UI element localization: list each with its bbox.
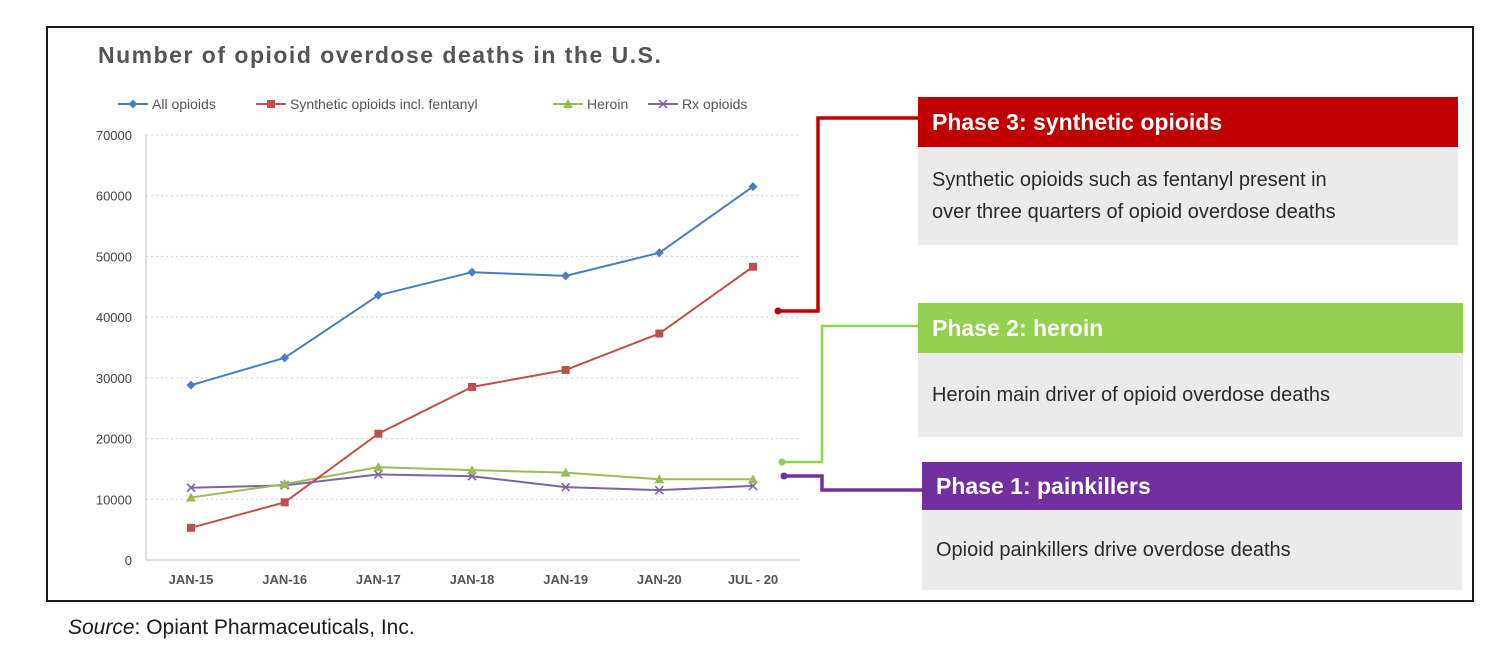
legend-item: Synthetic opioids incl. fentanyl bbox=[256, 96, 478, 112]
chart-series bbox=[186, 182, 758, 532]
series-line bbox=[190, 185, 754, 387]
data-point bbox=[467, 465, 477, 475]
legend-label: All opioids bbox=[152, 96, 216, 112]
legend-label: Rx opioids bbox=[682, 96, 747, 112]
x-tick-label: JAN-17 bbox=[356, 572, 401, 587]
phase-3-title: Phase 3: synthetic opioids bbox=[918, 97, 1458, 147]
series-synthetic-opioids-incl-fentanyl bbox=[187, 262, 757, 532]
data-point bbox=[373, 469, 383, 479]
data-point bbox=[373, 290, 383, 300]
legend-item: Heroin bbox=[553, 96, 628, 112]
x-axis-ticks: JAN-15 JAN-16 JAN-17 JAN-18 JAN-19 JAN-20 JUL … bbox=[169, 572, 779, 587]
phase-1-box: Phase 1: painkillers Opioid painkillers … bbox=[922, 462, 1462, 590]
phase-2-description-line-1: Heroin main driver of opioid overdose de… bbox=[932, 384, 1330, 406]
data-point bbox=[654, 248, 664, 258]
x-tick-label: JAN-16 bbox=[262, 572, 307, 587]
phase-1-description: Opioid painkillers drive overdose deaths bbox=[922, 510, 1462, 590]
y-tick-label: 10000 bbox=[96, 492, 132, 507]
x-tick-label: JUL - 20 bbox=[728, 572, 778, 587]
y-tick-label: 70000 bbox=[96, 128, 132, 143]
legend-item: All opioids bbox=[118, 96, 216, 112]
data-point bbox=[280, 498, 289, 507]
data-point bbox=[658, 99, 668, 109]
chart-gridlines bbox=[146, 134, 800, 500]
data-point bbox=[561, 271, 571, 281]
y-tick-label: 50000 bbox=[96, 249, 132, 264]
data-point bbox=[654, 474, 665, 484]
data-point bbox=[128, 99, 138, 109]
series-heroin bbox=[186, 462, 758, 502]
data-point bbox=[748, 474, 758, 484]
data-point bbox=[373, 462, 384, 472]
phase-1-title: Phase 1: painkillers bbox=[922, 462, 1462, 510]
data-point bbox=[186, 483, 196, 493]
chart-title: Number of opioid overdose deaths in the … bbox=[98, 42, 662, 68]
data-point bbox=[187, 523, 195, 532]
phase-2-box: Phase 2: heroin Heroin main driver of op… bbox=[918, 303, 1463, 437]
data-point bbox=[654, 485, 664, 495]
phase-2-description: Heroin main driver of opioid overdose de… bbox=[918, 353, 1463, 437]
legend-label: Synthetic opioids incl. fentanyl bbox=[290, 96, 478, 112]
phase-2-title: Phase 2: heroin bbox=[918, 303, 1463, 353]
phase-3-description-line-1: Synthetic opioids such as fentanyl prese… bbox=[932, 169, 1327, 191]
data-point bbox=[561, 482, 571, 492]
phase-connector bbox=[778, 324, 918, 466]
data-point bbox=[655, 329, 664, 338]
y-tick-label: 20000 bbox=[96, 432, 132, 447]
data-point bbox=[374, 429, 383, 438]
data-point bbox=[279, 479, 290, 489]
data-point bbox=[748, 182, 758, 192]
phase-connectors bbox=[774, 116, 922, 492]
chart-legend: All opioids Synthetic opioids incl. fenta… bbox=[118, 96, 747, 112]
legend-item: Rx opioids bbox=[648, 96, 747, 112]
data-point bbox=[748, 481, 758, 491]
y-tick-label: 30000 bbox=[96, 371, 132, 386]
chart-axes bbox=[145, 135, 800, 561]
phase-3-description-line-2: over three quarters of opioid overdose d… bbox=[932, 201, 1336, 223]
data-point bbox=[280, 353, 290, 363]
y-axis-ticks: 0 10000 20000 30000 40000 50000 60000 70000 bbox=[96, 128, 132, 568]
phase-3-description: Synthetic opioids such as fentanyl prese… bbox=[918, 147, 1458, 245]
data-point bbox=[560, 467, 571, 477]
data-point bbox=[561, 365, 570, 374]
data-point bbox=[267, 100, 275, 108]
phase-1-description-line-1: Opioid painkillers drive overdose deaths bbox=[936, 539, 1291, 561]
data-point bbox=[563, 99, 573, 108]
data-point bbox=[467, 267, 477, 277]
series-line bbox=[190, 265, 754, 529]
y-tick-label: 40000 bbox=[96, 310, 132, 325]
phase-connector bbox=[780, 472, 922, 492]
legend-label: Heroin bbox=[587, 96, 628, 112]
x-tick-label: JAN-20 bbox=[637, 572, 682, 587]
data-point bbox=[749, 262, 757, 271]
data-point bbox=[468, 382, 476, 391]
source-text: : Opiant Pharmaceuticals, Inc. bbox=[134, 616, 415, 639]
series-all-opioids bbox=[186, 182, 758, 390]
x-tick-label: JAN-15 bbox=[169, 572, 214, 587]
data-point bbox=[186, 380, 196, 390]
y-tick-label: 0 bbox=[125, 553, 132, 568]
source-label: Source bbox=[68, 616, 135, 639]
data-point bbox=[186, 492, 196, 502]
x-tick-label: JAN-18 bbox=[450, 572, 495, 587]
source-note: Source: Opiant Pharmaceuticals, Inc. bbox=[68, 616, 415, 640]
phase-3-box: Phase 3: synthetic opioids Synthetic opi… bbox=[918, 97, 1458, 245]
x-tick-label: JAN-19 bbox=[543, 572, 588, 587]
phase-connector bbox=[774, 116, 918, 315]
y-tick-label: 60000 bbox=[96, 189, 132, 204]
